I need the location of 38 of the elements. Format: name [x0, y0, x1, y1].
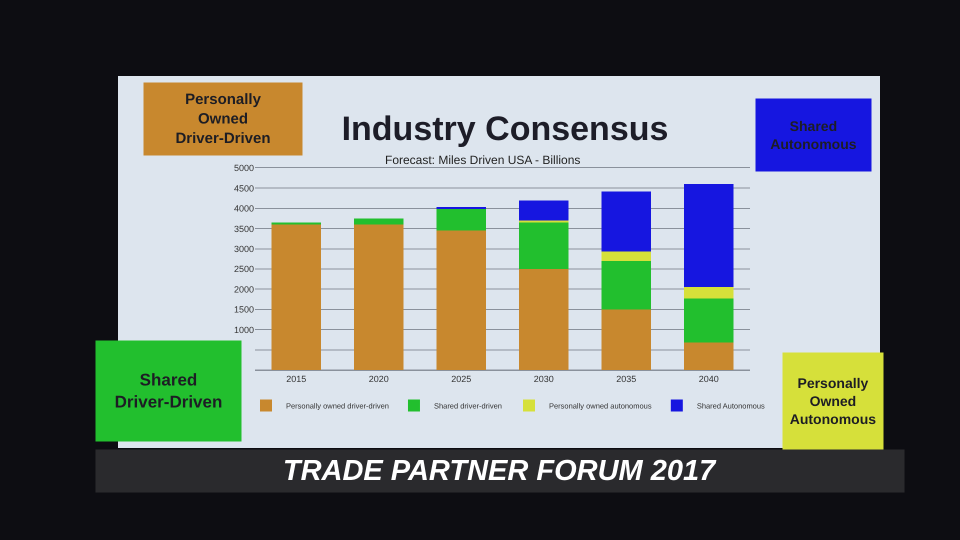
- bar: [684, 184, 734, 288]
- chart-title: Industry Consensus: [342, 110, 668, 148]
- bar: [519, 200, 568, 221]
- bar: [684, 298, 734, 343]
- bar: [436, 230, 486, 370]
- x-tick-label: 2030: [534, 374, 554, 384]
- x-tick-label: 2035: [616, 374, 636, 384]
- text: Personally Owned Autonomous: [790, 374, 876, 428]
- bar: [436, 209, 486, 231]
- bar: [519, 269, 568, 370]
- y-tick-label: 4500: [234, 183, 254, 194]
- text: Shared Driver-Driven: [114, 370, 222, 412]
- x-tick-label: 2015: [286, 374, 306, 384]
- y-tick-label: 2500: [234, 264, 254, 274]
- bar: [602, 191, 651, 252]
- y-tick-label: 3500: [234, 224, 254, 234]
- y-tick-label: 3000: [234, 244, 254, 254]
- bar: [684, 287, 734, 298]
- bar: [602, 309, 651, 370]
- bar: [684, 342, 734, 370]
- text: Personally Owned Driver-Driven: [175, 91, 271, 147]
- bar: [272, 224, 321, 370]
- text: Shared Autonomous: [770, 118, 857, 152]
- chart-subtitle: Forecast: Miles Driven USA - Billions: [385, 153, 580, 167]
- y-tick-label: 5000: [234, 163, 254, 174]
- bar: [602, 260, 651, 310]
- y-tick-label: 1500: [234, 304, 254, 315]
- x-tick-label: 2020: [368, 374, 389, 384]
- bar: [519, 222, 568, 269]
- bar: [354, 224, 404, 370]
- x-tick-label: 2040: [698, 374, 719, 384]
- x-tick-label: 2025: [451, 374, 472, 384]
- text: TRADE PARTNER FORUM 2017: [282, 455, 718, 487]
- y-tick-label: 1000: [234, 324, 254, 335]
- bar: [602, 252, 651, 261]
- y-tick-label: 2000: [234, 284, 254, 294]
- bar: [354, 218, 404, 225]
- y-tick-label: 4000: [234, 204, 254, 214]
